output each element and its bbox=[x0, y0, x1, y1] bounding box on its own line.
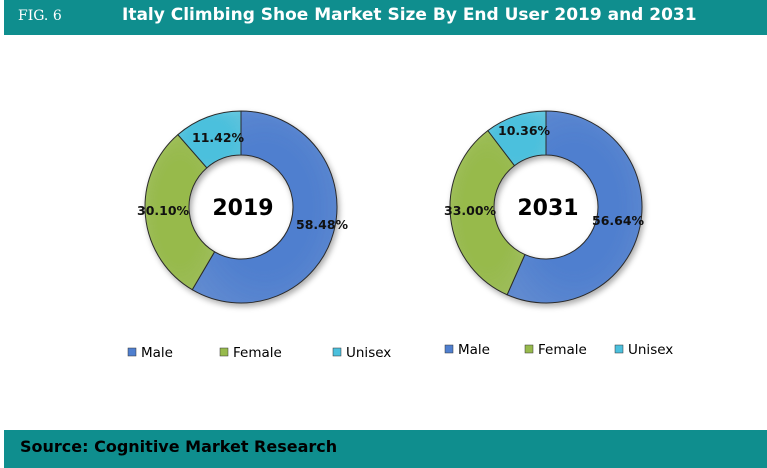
slice-female bbox=[449, 129, 526, 296]
legend-swatch-male bbox=[444, 344, 454, 354]
legend-swatch-male bbox=[127, 347, 137, 357]
slice-male bbox=[191, 110, 338, 304]
donut-chart-2019 bbox=[144, 110, 338, 304]
legend-swatch-female bbox=[524, 344, 534, 354]
data-label-female: 30.10% bbox=[137, 203, 190, 218]
slice-unisex bbox=[177, 110, 242, 169]
legend-label-male: Male bbox=[141, 345, 173, 361]
data-label-female: 33.00% bbox=[444, 203, 497, 218]
donut-chart-2031 bbox=[449, 110, 643, 304]
header-bar: FIG. 6 Italy Climbing Shoe Market Size B… bbox=[4, 0, 767, 35]
source-text: Source: Cognitive Market Research bbox=[20, 437, 338, 456]
legend-label-unisex: Unisex bbox=[346, 345, 391, 361]
data-label-unisex: 10.36% bbox=[498, 123, 551, 138]
slice-male bbox=[506, 110, 643, 304]
chart-panel: 2019 58.48% 30.10% 11.42% Male Female Unisex 20… bbox=[4, 35, 765, 415]
center-label: 2031 bbox=[517, 196, 578, 221]
data-label-unisex: 11.42% bbox=[192, 130, 245, 145]
legend-swatch-unisex bbox=[614, 344, 624, 354]
slice-female bbox=[144, 133, 216, 291]
legend-label-female: Female bbox=[538, 342, 587, 358]
center-label: 2019 bbox=[212, 196, 273, 221]
slice-unisex bbox=[487, 110, 547, 167]
legend-swatch-female bbox=[219, 347, 229, 357]
data-label-male: 58.48% bbox=[296, 217, 349, 232]
figure-label: FIG. 6 bbox=[18, 8, 62, 24]
footer-bar: Source: Cognitive Market Research bbox=[4, 430, 767, 468]
chart-title: Italy Climbing Shoe Market Size By End U… bbox=[122, 5, 697, 25]
legend-label-male: Male bbox=[458, 342, 490, 358]
donut-charts: 2019 58.48% 30.10% 11.42% Male Female Unisex 20… bbox=[127, 110, 673, 361]
data-label-male: 56.64% bbox=[592, 213, 645, 228]
legend-label-female: Female bbox=[233, 345, 282, 361]
legend-swatch-unisex bbox=[332, 347, 342, 357]
legend-label-unisex: Unisex bbox=[628, 342, 673, 358]
